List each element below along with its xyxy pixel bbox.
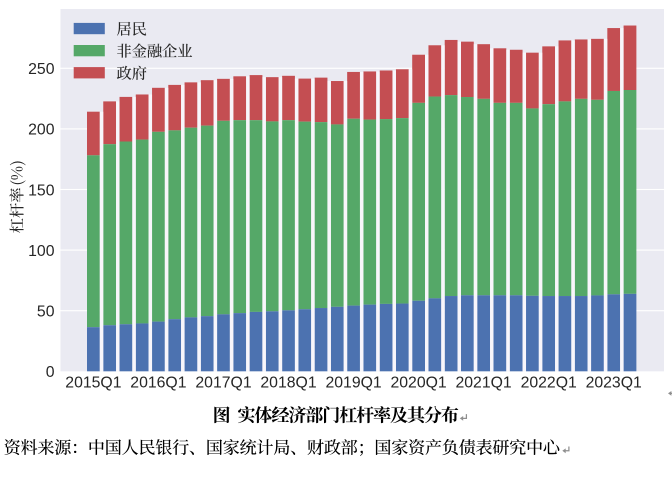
svg-text:2019Q1: 2019Q1 [325, 375, 381, 392]
svg-text:2017Q1: 2017Q1 [195, 375, 251, 392]
svg-text:2020Q1: 2020Q1 [390, 375, 446, 392]
svg-text:50: 50 [37, 303, 55, 320]
svg-text:150: 150 [28, 182, 55, 199]
svg-text:2021Q1: 2021Q1 [455, 375, 511, 392]
svg-text:200: 200 [28, 122, 55, 139]
svg-text:2023Q1: 2023Q1 [586, 375, 642, 392]
svg-text:2016Q1: 2016Q1 [130, 375, 186, 392]
svg-text:2015Q1: 2015Q1 [65, 375, 121, 392]
svg-text:2022Q1: 2022Q1 [521, 375, 577, 392]
svg-text:2018Q1: 2018Q1 [260, 375, 316, 392]
svg-text:100: 100 [28, 243, 55, 260]
svg-text:250: 250 [28, 61, 55, 78]
svg-text:0: 0 [46, 364, 55, 381]
